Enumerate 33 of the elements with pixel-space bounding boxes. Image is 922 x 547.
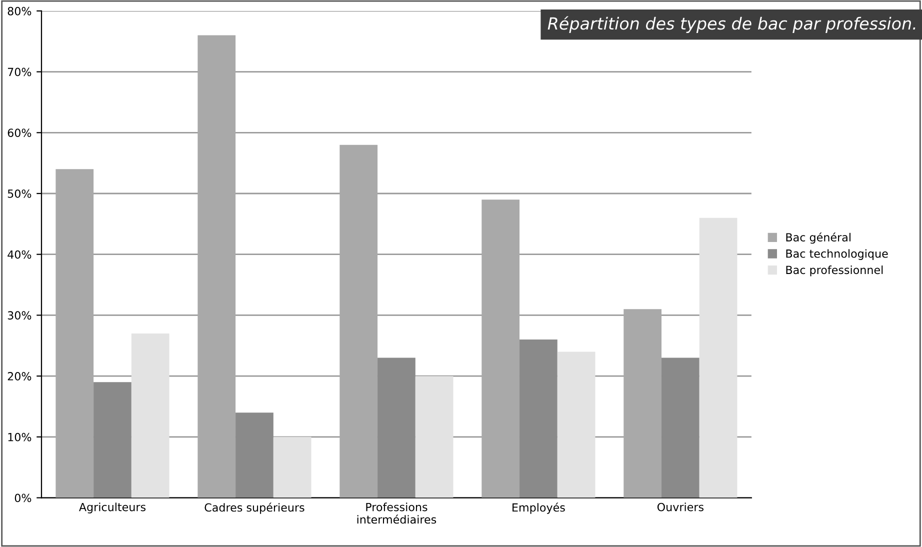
bar	[273, 436, 312, 498]
x-tick-label: Cadres supérieurs	[204, 502, 304, 514]
y-tick-label: 60%	[8, 128, 32, 138]
bar	[662, 358, 700, 498]
bar	[198, 35, 236, 498]
legend-label: Bac professionnel	[786, 266, 883, 276]
y-tick-label: 20%	[8, 372, 32, 380]
y-tick-label: 30%	[8, 311, 32, 320]
x-tick-label: Ouvriers	[657, 502, 704, 512]
y-tick-label: 70%	[8, 68, 32, 76]
bar	[340, 144, 378, 498]
bar	[378, 358, 416, 498]
y-tick-label: 80%	[8, 6, 32, 16]
bar	[624, 309, 662, 498]
bar	[699, 218, 738, 498]
bar	[94, 382, 132, 498]
x-tick-label: Agriculteurs	[79, 502, 146, 514]
bar	[236, 412, 274, 498]
x-tick-label: Professions intermédiaires	[357, 502, 436, 524]
y-tick-label: 0%	[14, 494, 32, 502]
legend-label: Bac technologique	[786, 249, 888, 260]
chart-title: Répartition des types de bac par profession.	[548, 16, 916, 34]
bar	[482, 200, 520, 498]
bar	[415, 376, 454, 498]
y-tick-label: 10%	[8, 432, 32, 442]
x-tick-label: Employés	[512, 502, 565, 514]
y-tick-label: 50%	[8, 189, 32, 198]
y-tick-label: 40%	[8, 250, 32, 259]
bar	[557, 352, 596, 498]
legend-label: Bac général	[786, 232, 850, 244]
bar	[520, 340, 558, 498]
bar	[56, 169, 94, 498]
bar	[131, 333, 170, 498]
